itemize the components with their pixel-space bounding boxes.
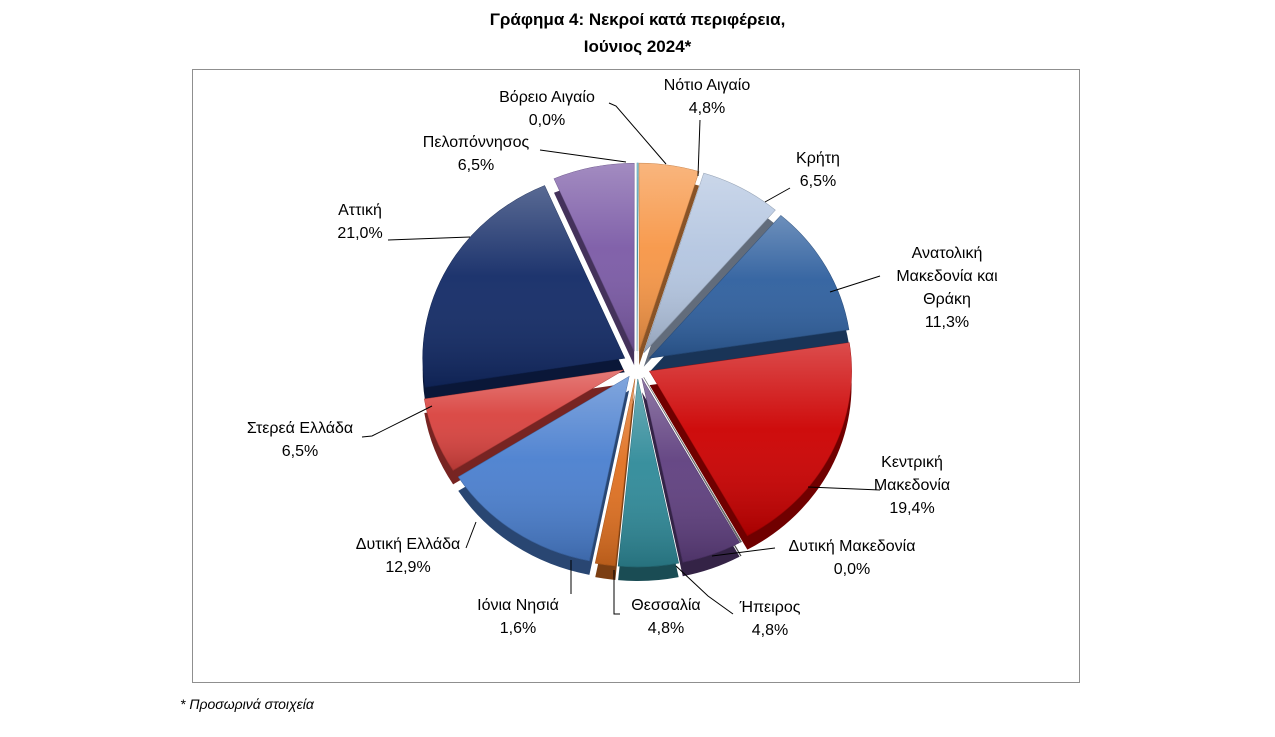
- slice-value-label-5: 4,8%: [752, 622, 788, 639]
- slice-name-label-11: Πελοπόννησος: [423, 134, 530, 151]
- slice-value-label-6: 4,8%: [648, 620, 684, 637]
- slice-name-label-6: Θεσσαλία: [631, 597, 700, 614]
- slice-name-label-5: Ήπειρος: [739, 599, 801, 616]
- leader-line-3: [807, 486, 881, 491]
- footnote: * Προσωρινά στοιχεία: [180, 696, 314, 712]
- slice-value-label-12: 0,0%: [529, 112, 565, 129]
- slice-name-label-2: Θράκη: [923, 291, 971, 308]
- pie-slice-sheen-4: [643, 377, 742, 543]
- leader-line-5: [675, 565, 734, 615]
- slice-value-label-11: 6,5%: [458, 157, 494, 174]
- slice-name-label-7: Ιόνια Νησιά: [477, 597, 559, 614]
- slice-value-label-8: 12,9%: [385, 559, 430, 576]
- slice-name-label-10: Αττική: [338, 202, 382, 219]
- leader-line-4: [711, 547, 776, 557]
- slice-name-label-2: Ανατολική: [912, 245, 983, 262]
- slice-value-label-1: 6,5%: [800, 173, 836, 190]
- slice-name-label-3: Κεντρική: [881, 454, 943, 471]
- slice-value-label-0: 4,8%: [689, 100, 725, 117]
- slice-name-label-9: Στερεά Ελλάδα: [247, 420, 353, 437]
- leader-line-2: [829, 275, 881, 293]
- pie-slice-sheen-3: [649, 342, 852, 536]
- leader-line-1: [764, 187, 791, 203]
- slice-value-label-10: 21,0%: [337, 225, 382, 242]
- leader-line-10: [387, 236, 471, 241]
- slice-name-label-8: Δυτική Ελλάδα: [356, 536, 461, 553]
- slice-name-label-12: Βόρειο Αιγαίο: [499, 89, 595, 106]
- pie-slice-sheen-1: [643, 173, 776, 353]
- leader-line-6: [613, 570, 620, 615]
- leader-line-11: [539, 149, 627, 163]
- slice-value-label-4: 0,0%: [834, 561, 870, 578]
- slice-name-label-2: Μακεδονία και: [896, 268, 998, 285]
- slice-value-label-2: 11,3%: [925, 314, 969, 331]
- slice-value-label-9: 6,5%: [282, 443, 318, 460]
- pie-slice-sheen-10: [422, 185, 625, 388]
- pie-slice-sheen-6: [618, 378, 679, 567]
- slice-name-label-0: Νότιο Αιγαίο: [664, 77, 751, 94]
- pie-slice-sheen-2: [649, 215, 849, 359]
- pie-slice-sheen-9: [424, 369, 624, 471]
- leader-line-8: [465, 521, 477, 549]
- pie-slice-sheen-0: [639, 163, 700, 352]
- slice-name-label-1: Κρήτη: [796, 150, 840, 167]
- leader-line-0: [697, 119, 701, 177]
- slice-value-label-7: 1,6%: [500, 620, 536, 637]
- slice-value-label-3: 19,4%: [889, 500, 934, 517]
- pie-slice-sheen-8: [458, 376, 630, 561]
- chart-title: Γράφημα 4: Νεκροί κατά περιφέρεια, Ιούνι…: [0, 6, 1275, 60]
- slice-name-label-4: Δυτική Μακεδονία: [789, 538, 916, 555]
- chart-title-line-1: Γράφημα 4: Νεκροί κατά περιφέρεια,: [489, 10, 786, 29]
- chart-title-line-2: Ιούνιος 2024*: [583, 37, 692, 56]
- pie-slice-sheen-11: [554, 163, 635, 352]
- leader-line-9: [361, 405, 433, 438]
- pie-slice-sheen-12: [637, 163, 639, 352]
- pie-slice-sheen-5: [641, 378, 740, 563]
- pie-slice-sheen-7: [595, 378, 635, 566]
- slice-name-label-3: Μακεδονία: [874, 477, 950, 494]
- leader-line-12: [608, 102, 667, 165]
